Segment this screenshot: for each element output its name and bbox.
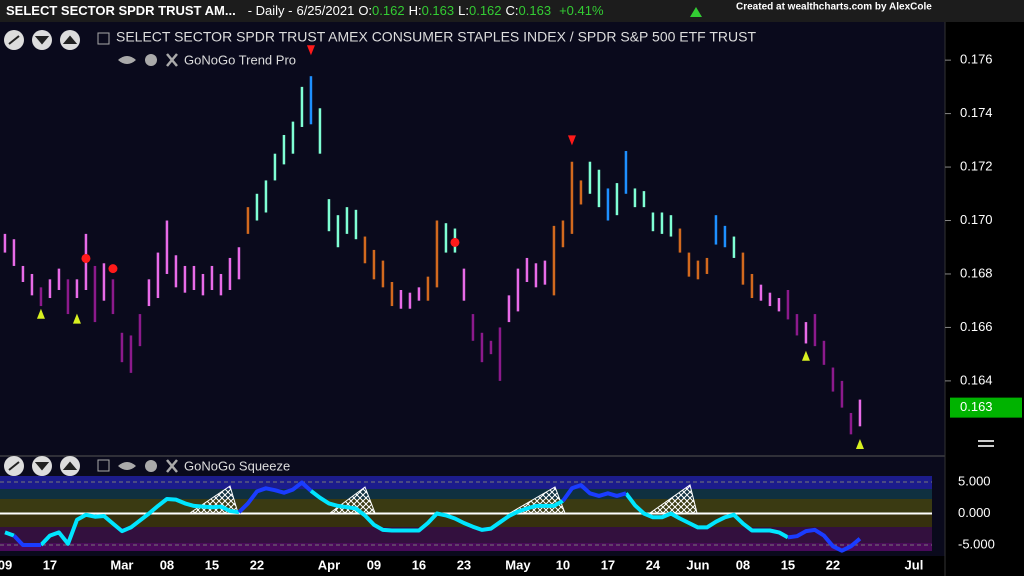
- signal-up: [36, 308, 45, 319]
- y-tick-label: 0.000: [958, 505, 991, 520]
- signal-up: [855, 438, 864, 449]
- last-value-box: [950, 397, 1022, 418]
- ohlc-value: 0.162: [469, 3, 502, 18]
- menu-icon[interactable]: [978, 440, 994, 447]
- x-tick-label: 15: [205, 557, 219, 572]
- y-tick-label: -5.000: [958, 536, 995, 551]
- x-tick-label: Jun: [686, 557, 709, 572]
- gear-icon[interactable]: [145, 54, 157, 66]
- signal-dot: [81, 253, 91, 263]
- signal-up: [801, 350, 810, 361]
- squeeze-line: [4, 489, 789, 547]
- x-tick-label: Jul: [905, 557, 924, 572]
- x-tick-label: 17: [43, 557, 57, 572]
- x-tick-label: 22: [250, 557, 264, 572]
- collapse-box[interactable]: [97, 32, 110, 45]
- x-tick-label: Mar: [110, 557, 133, 572]
- y-tick-label: 0.174: [960, 105, 993, 120]
- ohlc-label: O:: [358, 3, 372, 18]
- x-tick-label: 08: [736, 557, 750, 572]
- y-tick-label: 0.172: [960, 158, 993, 173]
- interval: - Daily -: [248, 3, 293, 18]
- ohlc-label: H:: [409, 3, 422, 18]
- y-tick-label: 5.000: [958, 473, 991, 488]
- y-tick-label: 0.166: [960, 319, 993, 334]
- ohlc-label: L:: [458, 3, 469, 18]
- close-icon[interactable]: [166, 53, 178, 473]
- ohlc-value: 0.162: [372, 3, 405, 18]
- signal-down: [306, 45, 315, 56]
- x-tick-label: 24: [646, 557, 661, 572]
- signal-dot: [108, 264, 118, 274]
- x-tick-label: 22: [826, 557, 840, 572]
- credit: Created at wealthcharts.com by AlexCole: [736, 2, 932, 13]
- up-arrow-icon: [690, 7, 702, 17]
- ohlc-value: 0.163: [519, 3, 552, 18]
- header-bar: [0, 0, 1024, 22]
- x-tick-label: Apr: [318, 557, 340, 572]
- signal-dot: [450, 237, 460, 247]
- toolbar[interactable]: [4, 30, 178, 476]
- x-tick-label: 08: [160, 557, 174, 572]
- x-tick-label: May: [505, 557, 531, 572]
- y-tick-label: 0.170: [960, 212, 993, 227]
- x-tick-label: 09: [367, 557, 381, 572]
- ohlc-label: C:: [506, 3, 519, 18]
- x-tick-label: 16: [412, 557, 426, 572]
- y-tick-label: 0.164: [960, 372, 993, 387]
- x-tick-label: 15: [781, 557, 795, 572]
- change: +0.41%: [559, 3, 604, 18]
- y-tick-label: 0.176: [960, 52, 993, 67]
- x-tick-label: 23: [457, 557, 471, 572]
- date: 6/25/2021: [296, 3, 354, 18]
- x-tick-label: 10: [556, 557, 570, 572]
- last-value-label: 0.163: [960, 399, 993, 414]
- symbol: SELECT SECTOR SPDR TRUST AM...: [6, 3, 236, 18]
- x-tick-label: 17: [601, 557, 615, 572]
- x-tick-label: 09: [0, 557, 12, 572]
- header-line: SELECT SECTOR SPDR TRUST AM... - Daily -6…: [6, 3, 604, 18]
- ohlc-value: 0.163: [422, 3, 455, 18]
- signal-down: [567, 135, 576, 146]
- chart-title: SELECT SECTOR SPDR TRUST AMEX CONSUMER S…: [116, 29, 756, 45]
- squeeze-line: [12, 480, 862, 553]
- y-tick-label: 0.168: [960, 265, 993, 280]
- indicator-title: GoNoGo Squeeze: [184, 458, 290, 473]
- indicator-title: GoNoGo Trend Pro: [184, 52, 296, 67]
- price-pane: [0, 0, 945, 456]
- gear-icon[interactable]: [145, 460, 157, 472]
- signal-up: [72, 313, 81, 324]
- collapse-box[interactable]: [97, 459, 110, 472]
